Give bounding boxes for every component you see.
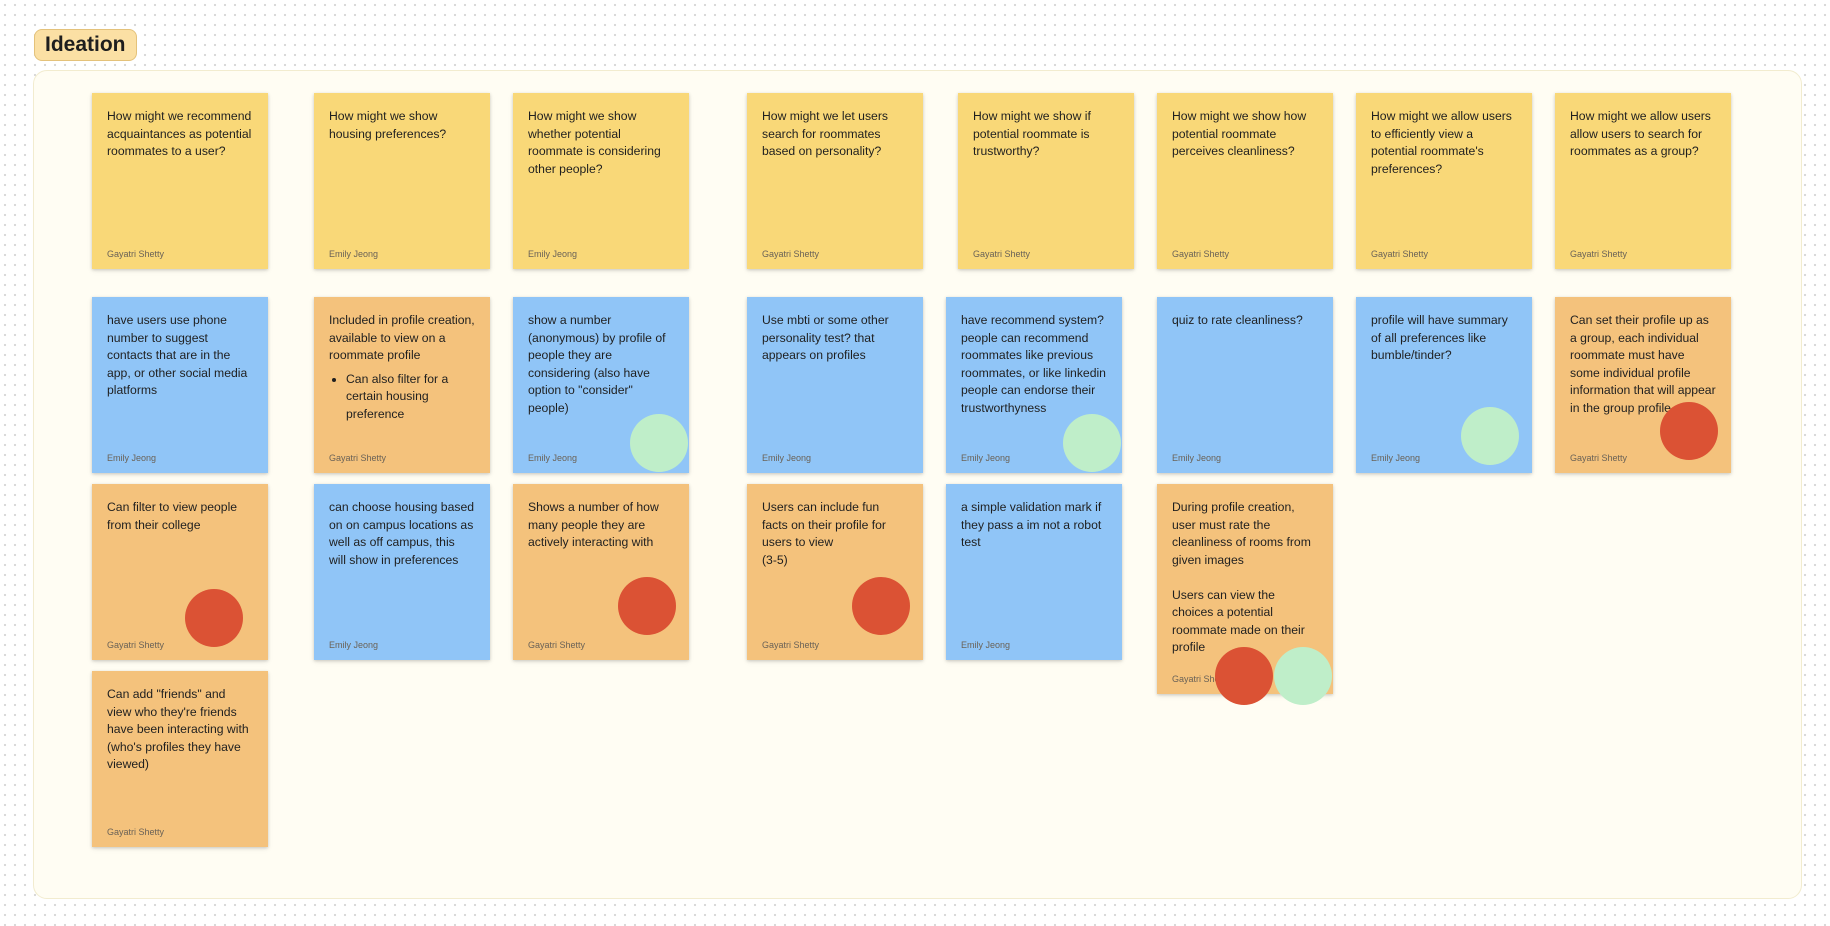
sticky-note-hmw-housing[interactable]: How might we show housing preferences? E… — [314, 93, 490, 269]
note-text: During profile creation, user must rate … — [1172, 500, 1311, 567]
sticky-note-idea-profile-creation[interactable]: Included in profile creation, available … — [314, 297, 490, 473]
sticky-note-hmw-recommend[interactable]: How might we recommend acquaintances as … — [92, 93, 268, 269]
note-author: Gayatri Shetty — [107, 249, 165, 259]
green-vote-dot[interactable] — [1063, 414, 1121, 472]
note-text: How might we allow users allow users to … — [1570, 109, 1711, 158]
note-text: Can set their profile up as a group, eac… — [1570, 313, 1716, 415]
note-text: How might we show if potential roommate … — [973, 109, 1091, 158]
sticky-note-hmw-group[interactable]: How might we allow users allow users to … — [1555, 93, 1731, 269]
note-text: Use mbti or some other personality test?… — [762, 313, 889, 362]
note-author: Emily Jeong — [1172, 453, 1222, 463]
sticky-note-hmw-personality[interactable]: How might we let users search for roomma… — [747, 93, 923, 269]
note-author: Emily Jeong — [1371, 453, 1421, 463]
green-vote-dot[interactable] — [1461, 407, 1519, 465]
note-author: Emily Jeong — [107, 453, 157, 463]
note-text: How might we show how potential roommate… — [1172, 109, 1307, 158]
red-vote-dot[interactable] — [1660, 402, 1718, 460]
note-text: How might we show housing preferences? — [329, 109, 447, 141]
sticky-note-idea-mbti[interactable]: Use mbti or some other personality test?… — [747, 297, 923, 473]
red-vote-dot[interactable] — [185, 589, 243, 647]
note-text-second: Users can view the choices a potential r… — [1172, 587, 1305, 655]
note-text-extra: (3-5) — [762, 552, 788, 567]
sticky-note-hmw-trustworthy[interactable]: How might we show if potential roommate … — [958, 93, 1134, 269]
note-text: quiz to rate cleanliness? — [1172, 313, 1303, 327]
note-author: Emily Jeong — [961, 453, 1011, 463]
sticky-note-idea-fun-facts[interactable]: Users can include fun facts on their pro… — [747, 484, 923, 660]
note-author: Emily Jeong — [329, 249, 379, 259]
note-text: How might we show whether potential room… — [528, 109, 661, 176]
note-text: Can add "friends" and view who they're f… — [107, 687, 249, 771]
note-author: Gayatri Shetty — [1570, 249, 1628, 259]
note-author: Emily Jeong — [961, 640, 1011, 650]
sticky-note-idea-campus[interactable]: can choose housing based on on campus lo… — [314, 484, 490, 660]
note-text: Included in profile creation, available … — [329, 313, 475, 362]
section-title[interactable]: Ideation — [34, 29, 137, 61]
note-text: have users use phone number to suggest c… — [107, 313, 248, 397]
green-vote-dot[interactable] — [630, 414, 688, 472]
sticky-note-hmw-cleanliness[interactable]: How might we show how potential roommate… — [1157, 93, 1333, 269]
note-author: Gayatri Shetty — [973, 249, 1031, 259]
note-bullet-list: Can also filter for a certain housing pr… — [329, 371, 475, 424]
sticky-note-idea-number-anonymous[interactable]: show a number (anonymous) by profile of … — [513, 297, 689, 473]
green-vote-dot[interactable] — [1274, 647, 1332, 705]
sticky-note-idea-college[interactable]: Can filter to view people from their col… — [92, 484, 268, 660]
sticky-note-hmw-considering[interactable]: How might we show whether potential room… — [513, 93, 689, 269]
sticky-note-idea-recommend-system[interactable]: have recommend system? people can recomm… — [946, 297, 1122, 473]
note-author: Gayatri Shetty — [762, 249, 820, 259]
sticky-note-idea-interacting[interactable]: Shows a number of how many people they a… — [513, 484, 689, 660]
sticky-note-idea-validation[interactable]: a simple validation mark if they pass a … — [946, 484, 1122, 660]
sticky-note-idea-phone[interactable]: have users use phone number to suggest c… — [92, 297, 268, 473]
note-text: have recommend system? people can recomm… — [961, 313, 1106, 415]
red-vote-dot[interactable] — [852, 577, 910, 635]
note-author: Gayatri Shetty — [329, 453, 387, 463]
sticky-note-idea-summary[interactable]: profile will have summary of all prefere… — [1356, 297, 1532, 473]
note-author: Gayatri Shetty — [1570, 453, 1628, 463]
note-text: How might we recommend acquaintances as … — [107, 109, 252, 158]
note-author: Emily Jeong — [329, 640, 379, 650]
sticky-note-idea-quiz[interactable]: quiz to rate cleanliness? Emily Jeong — [1157, 297, 1333, 473]
red-vote-dot[interactable] — [1215, 647, 1273, 705]
note-author: Emily Jeong — [528, 453, 578, 463]
note-author: Gayatri Shetty — [107, 827, 165, 837]
note-text: How might we let users search for roomma… — [762, 109, 888, 158]
note-author: Gayatri Shetty — [1172, 674, 1230, 684]
note-author: Gayatri Shetty — [1172, 249, 1230, 259]
note-author: Gayatri Shetty — [107, 640, 165, 650]
sticky-note-idea-rate-rooms[interactable]: During profile creation, user must rate … — [1157, 484, 1333, 705]
note-author: Gayatri Shetty — [762, 640, 820, 650]
note-text: can choose housing based on on campus lo… — [329, 500, 475, 567]
note-author: Emily Jeong — [762, 453, 812, 463]
note-text: Shows a number of how many people they a… — [528, 500, 659, 549]
note-text: Users can include fun facts on their pro… — [762, 500, 886, 549]
note-author: Gayatri Shetty — [1371, 249, 1429, 259]
note-text: profile will have summary of all prefere… — [1371, 313, 1508, 362]
note-paragraph-gap — [1172, 569, 1318, 587]
note-text: show a number (anonymous) by profile of … — [528, 313, 666, 415]
note-text: a simple validation mark if they pass a … — [961, 500, 1102, 549]
note-author: Gayatri Shetty — [528, 640, 586, 650]
sticky-note-idea-friends[interactable]: Can add "friends" and view who they're f… — [92, 671, 268, 847]
sticky-note-idea-group-profile[interactable]: Can set their profile up as a group, eac… — [1555, 297, 1731, 473]
note-text: Can filter to view people from their col… — [107, 500, 238, 532]
note-text: How might we allow users to efficiently … — [1371, 109, 1512, 176]
red-vote-dot[interactable] — [618, 577, 676, 635]
note-bullet-item: Can also filter for a certain housing pr… — [346, 371, 475, 424]
note-author: Emily Jeong — [528, 249, 578, 259]
sticky-note-hmw-view-preferences[interactable]: How might we allow users to efficiently … — [1356, 93, 1532, 269]
